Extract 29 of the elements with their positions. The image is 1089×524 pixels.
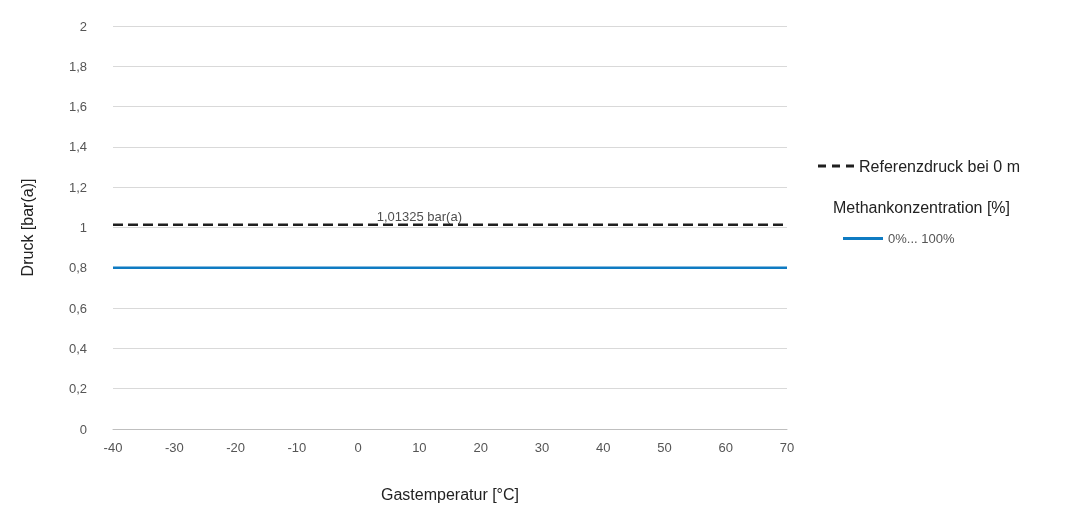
x-tick-label: 70	[779, 440, 795, 455]
y-axis-title: Druck [bar(a)]	[18, 178, 36, 277]
legend-title: Methankonzentration [%]	[833, 198, 1010, 216]
y-tick-label: 1,6	[68, 99, 87, 115]
x-tick-label: -10	[287, 440, 307, 455]
x-tick-label: 30	[534, 440, 550, 455]
y-tick-label: 1,4	[68, 139, 87, 155]
x-tick-label: 50	[657, 440, 672, 455]
y-tick-label: 1	[79, 220, 87, 235]
legend-label: 0%... 100%	[888, 231, 955, 246]
x-tick-label: 60	[718, 440, 733, 455]
x-tick-label: -30	[164, 440, 184, 455]
x-tick-label: 0	[354, 440, 362, 455]
x-tick-label: -20	[226, 440, 245, 455]
x-axis-title: Gastemperatur [°C]	[381, 485, 519, 503]
y-tick-label: 2	[79, 18, 87, 34]
y-tick-label: 1,2	[68, 179, 87, 195]
y-tick-label: 0,2	[68, 381, 87, 397]
legend-label: Referenzdruck bei 0 m	[859, 157, 1020, 175]
y-tick-label: 1,8	[68, 58, 87, 74]
annotation: 1,01325 bar(a)	[376, 208, 462, 224]
x-tick-label: 20	[473, 440, 488, 455]
x-tick-label: 40	[595, 440, 611, 455]
y-tick-label: 0,8	[68, 260, 87, 276]
x-tick-label: 10	[412, 440, 427, 455]
y-tick-label: 0,4	[68, 340, 87, 356]
y-tick-label: 0	[79, 421, 87, 437]
y-tick-label: 0,6	[68, 300, 87, 316]
x-tick-label: -40	[103, 440, 123, 455]
